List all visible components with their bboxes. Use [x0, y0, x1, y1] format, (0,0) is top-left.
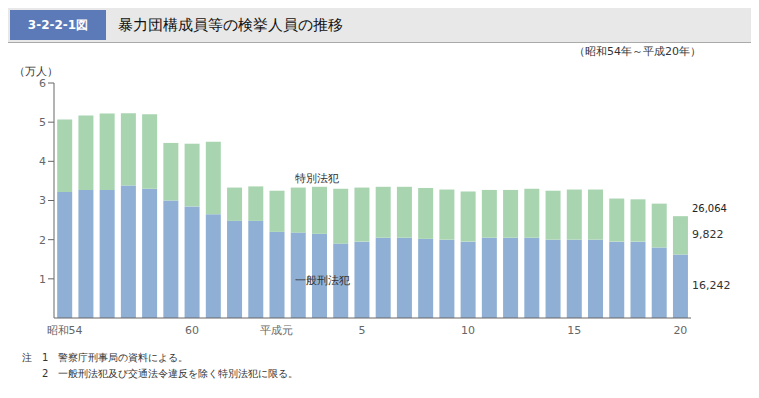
svg-text:10: 10 [461, 324, 475, 337]
svg-text:1: 1 [39, 273, 46, 286]
svg-text:4: 4 [39, 155, 46, 168]
svg-text:3: 3 [39, 194, 46, 207]
svg-text:15: 15 [567, 324, 581, 337]
svg-text:5: 5 [358, 324, 365, 337]
svg-text:一般刑法犯: 一般刑法犯 [295, 274, 350, 287]
svg-text:26,064: 26,064 [692, 203, 727, 214]
html-text:暴力団構成員等の検挙人員の推移: 暴力団構成員等の検挙人員の推移 [118, 15, 343, 34]
svg-text:16,242: 16,242 [692, 279, 731, 292]
svg-text:9,822: 9,822 [692, 228, 724, 241]
svg-text:6: 6 [39, 77, 46, 90]
html-text:2 一般刑法犯及び交通法令違反を除く特別法犯に限る。: 2 一般刑法犯及び交通法令違反を除く特別法犯に限る。 [22, 368, 299, 379]
svg-text:20: 20 [673, 324, 687, 337]
html-text:（昭和54年～平成20年）: （昭和54年～平成20年） [574, 45, 701, 58]
svg-text:平成元: 平成元 [260, 324, 293, 337]
svg-text:5: 5 [39, 116, 46, 129]
html-text:注 1 警察庁刑事局の資料による。: 注 1 警察庁刑事局の資料による。 [22, 352, 189, 363]
svg-text:60: 60 [185, 324, 199, 337]
svg-text:2: 2 [39, 234, 46, 247]
html-text:3-2-2-1図: 3-2-2-1図 [27, 17, 89, 32]
svg-text:昭和54: 昭和54 [47, 324, 83, 337]
svg-text:（万人）: （万人） [14, 65, 58, 78]
svg-text:特別法犯: 特別法犯 [295, 172, 339, 185]
